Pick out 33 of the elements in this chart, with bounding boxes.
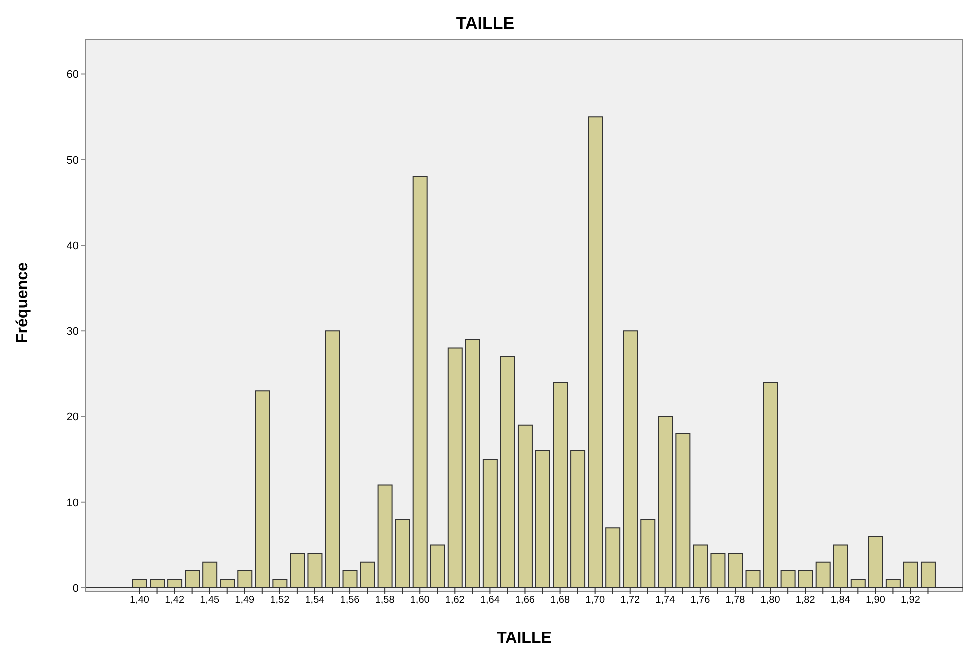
x-tick-label: 1,62 bbox=[445, 595, 466, 606]
x-tick-label: 1,56 bbox=[340, 595, 360, 606]
x-tick-label: 1,90 bbox=[866, 595, 886, 606]
x-tick-label: 1,58 bbox=[375, 595, 396, 606]
y-axis-title: Fréquence bbox=[14, 262, 32, 344]
x-tick-label: 1,72 bbox=[620, 595, 641, 606]
y-tick-label: 40 bbox=[66, 240, 79, 252]
y-tick-label: 50 bbox=[66, 154, 79, 167]
y-tick-label: 30 bbox=[66, 326, 79, 338]
x-tick-label: 1,82 bbox=[796, 595, 816, 606]
y-tick-label: 60 bbox=[66, 69, 79, 82]
x-tick-label: 1,92 bbox=[900, 595, 921, 606]
x-tick-label: 1,54 bbox=[305, 595, 326, 606]
y-tick-label: 10 bbox=[66, 497, 79, 510]
x-tick-label: 1,68 bbox=[550, 595, 570, 606]
x-tick-label: 1,49 bbox=[235, 595, 256, 606]
x-tick-label: 1,76 bbox=[690, 595, 711, 606]
x-tick-label: 1,60 bbox=[410, 595, 430, 606]
x-tick-label: 1,45 bbox=[200, 595, 220, 606]
x-tick-label: 1,40 bbox=[130, 595, 150, 606]
x-tick-label: 1,42 bbox=[165, 595, 185, 606]
y-tick-label: 0 bbox=[72, 582, 79, 595]
x-tick-label: 1,64 bbox=[480, 595, 500, 606]
x-tick-label: 1,84 bbox=[830, 595, 851, 606]
y-tick-label: 20 bbox=[66, 412, 79, 424]
x-tick-label: 1,78 bbox=[726, 595, 746, 606]
x-tick-label: 1,52 bbox=[270, 595, 290, 606]
chart-title: TAILLE bbox=[455, 14, 516, 34]
x-axis-title: TAILLE bbox=[496, 630, 553, 648]
x-tick-label: 1,80 bbox=[760, 595, 781, 606]
x-tick-label: 1,66 bbox=[516, 595, 536, 606]
x-tick-label: 1,70 bbox=[586, 595, 606, 606]
x-tick-label: 1,74 bbox=[656, 595, 676, 606]
